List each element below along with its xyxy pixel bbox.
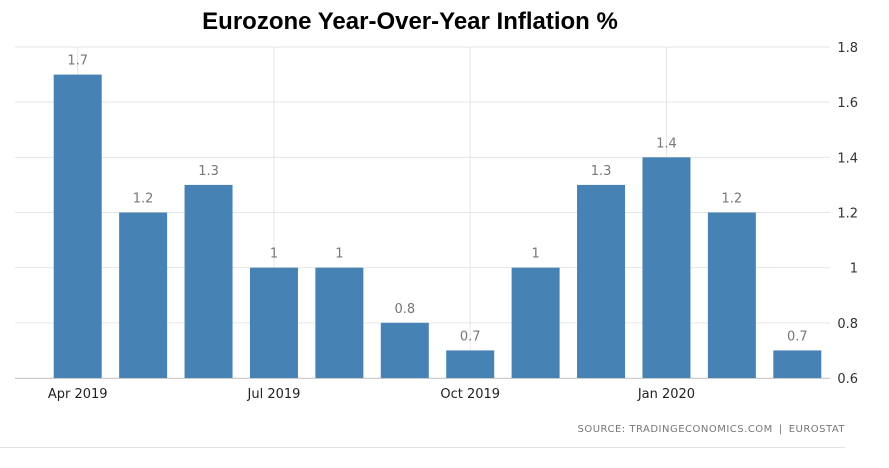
source-text: SOURCE: TRADINGECONOMICS.COM bbox=[577, 424, 773, 435]
source-separator: | bbox=[778, 424, 783, 435]
y-tick-label: 0.6 bbox=[837, 372, 858, 387]
bar bbox=[315, 267, 364, 378]
bar bbox=[707, 212, 756, 378]
publisher-text: EUROSTAT bbox=[788, 424, 845, 435]
x-tick-label: Jul 2019 bbox=[247, 387, 301, 402]
bar bbox=[380, 322, 429, 378]
x-tick-label: Jan 2020 bbox=[637, 387, 695, 402]
data-label: 1.2 bbox=[722, 192, 743, 207]
y-tick-label: 1.8 bbox=[837, 41, 858, 56]
bar bbox=[446, 350, 495, 378]
axis-layer: 0.6 0.8 1 1.2 1.4 1.6 1.8 Apr 2019 Jul 2019 Oct 2… bbox=[15, 41, 858, 402]
bars-layer bbox=[53, 74, 822, 378]
chart-title: Eurozone Year-Over-Year Inflation % bbox=[202, 8, 618, 35]
bar bbox=[184, 184, 233, 378]
source-line: SOURCE: TRADINGECONOMICS.COM | EUROSTAT bbox=[578, 424, 846, 435]
y-tick-label: 1.6 bbox=[837, 96, 858, 111]
y-tick-label: 1.4 bbox=[837, 151, 858, 166]
bar bbox=[642, 157, 691, 378]
bar bbox=[773, 350, 822, 378]
data-label: 1.2 bbox=[133, 192, 154, 207]
y-tick-label: 1.2 bbox=[837, 207, 858, 222]
data-label: 1.3 bbox=[591, 164, 612, 179]
x-tick-label: Apr 2019 bbox=[48, 387, 108, 402]
data-label: 1.4 bbox=[656, 136, 677, 151]
bar bbox=[249, 267, 298, 378]
data-label: 0.8 bbox=[394, 302, 415, 317]
data-label: 1.7 bbox=[67, 54, 88, 69]
bottom-rule bbox=[0, 447, 845, 448]
data-label: 1 bbox=[270, 247, 278, 262]
bar bbox=[511, 267, 560, 378]
y-tick-label: 0.8 bbox=[837, 317, 858, 332]
y-tick-label: 1 bbox=[850, 262, 858, 277]
x-tick-label: Oct 2019 bbox=[440, 387, 500, 402]
data-label: 1 bbox=[531, 247, 539, 262]
bar bbox=[577, 184, 626, 378]
data-label: 0.7 bbox=[787, 329, 808, 344]
bar bbox=[53, 74, 102, 378]
data-label: 0.7 bbox=[460, 329, 481, 344]
data-label: 1.3 bbox=[198, 164, 219, 179]
data-label: 1 bbox=[335, 247, 343, 262]
bar bbox=[119, 212, 168, 378]
data-labels-layer: 1.7 1.2 1.3 1 1 0.8 0.7 1 1.3 1.4 1.2 0.7 bbox=[67, 54, 807, 345]
